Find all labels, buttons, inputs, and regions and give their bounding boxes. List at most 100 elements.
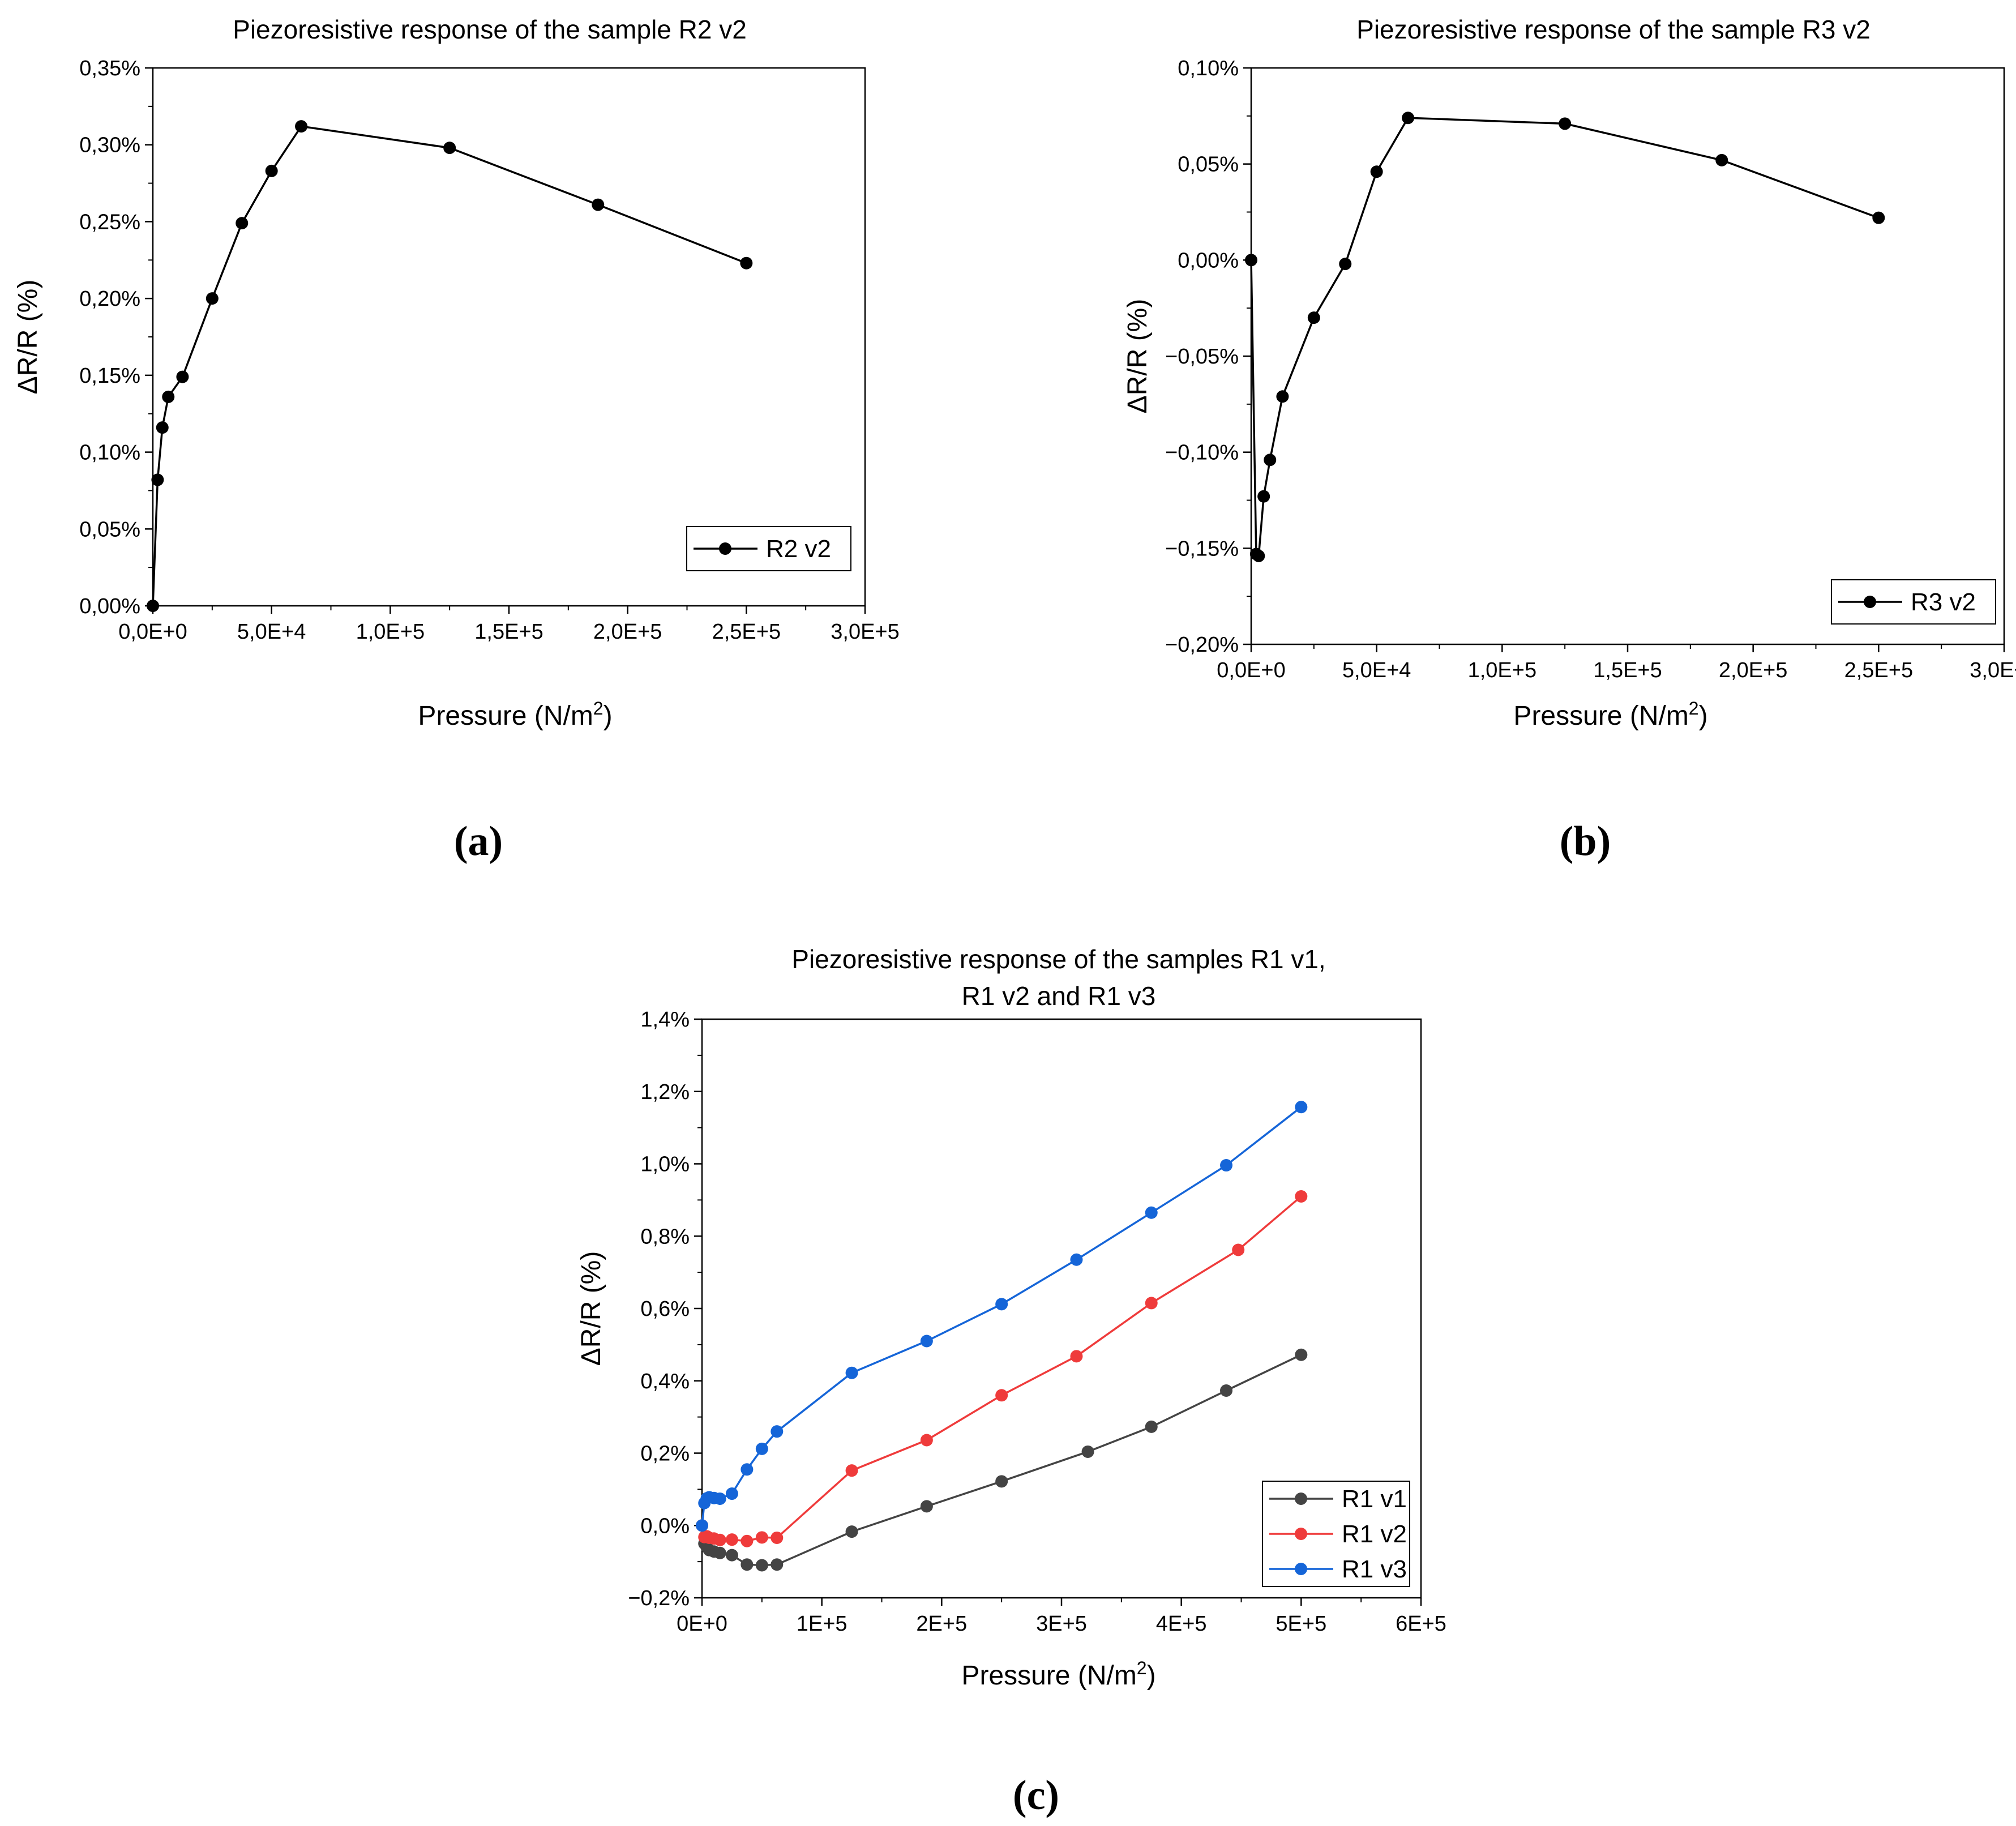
x-axis-label-main: Pressure (N/m [418, 701, 593, 731]
x-tick-label: 3E+5 [1036, 1612, 1087, 1636]
x-tick-label: 0,0E+0 [1217, 658, 1286, 682]
data-point [1370, 165, 1383, 178]
data-point [725, 1549, 738, 1562]
series-r1-v1 [696, 1348, 1308, 1572]
x-axis-label-end: ) [1699, 701, 1708, 731]
series-line [701, 1354, 1302, 1567]
x-tick-label: 0,0E+0 [118, 620, 187, 644]
data-point [1295, 1101, 1308, 1114]
legend-label: R3 v2 [1911, 588, 1976, 616]
legend: R3 v2 [1831, 579, 1996, 625]
x-axis-label-sup: 2 [1689, 698, 1699, 719]
data-point [1145, 1206, 1158, 1219]
data-point [845, 1366, 858, 1379]
y-tick-label: −0,15% [1165, 537, 1239, 561]
data-point [162, 390, 175, 403]
y-tick-label: 1,0% [640, 1153, 690, 1177]
y-tick-label: 0,15% [79, 364, 140, 388]
data-point [995, 1475, 1008, 1488]
chart-panel-a: Piezoresistive response of the sample R2… [13, 15, 900, 865]
data-point [995, 1298, 1008, 1311]
data-point [236, 217, 249, 230]
y-tick-label: 0,2% [640, 1442, 690, 1466]
chart-panel-b: Piezoresistive response of the sample R3… [1123, 15, 2016, 865]
x-axis-label: Pressure (N/m2) [961, 1658, 1155, 1691]
y-tick-label: 0,05% [1178, 153, 1239, 177]
plot-frame [152, 67, 866, 607]
data-point [295, 120, 308, 133]
legend: R1 v1 R1 v2 R1 v3 [1262, 1481, 1410, 1587]
data-point [1295, 1190, 1308, 1203]
x-tick-label: 1,5E+5 [474, 620, 543, 644]
y-tick-label: 0,25% [79, 210, 140, 234]
data-point [713, 1533, 726, 1546]
series-line [1250, 117, 1879, 558]
data-point [1070, 1350, 1083, 1363]
data-point [1402, 112, 1415, 125]
data-point [755, 1559, 768, 1572]
x-tick-label: 3,0E+5 [831, 620, 900, 644]
data-point [920, 1335, 933, 1348]
x-axis-label-main: Pressure (N/m [1513, 701, 1688, 731]
data-point [845, 1525, 858, 1538]
series-line [701, 1106, 1302, 1526]
y-tick-label: −0,20% [1165, 633, 1239, 657]
y-axis-label: ΔR/R (%) [1123, 299, 1153, 414]
x-tick-label: 2,0E+5 [593, 620, 662, 644]
panel-caption: (a) [454, 818, 503, 865]
data-point [995, 1389, 1008, 1402]
data-point [265, 164, 278, 177]
chart-panel-c: Piezoresistive response of the samples R… [576, 944, 1446, 1819]
series-r1-v3 [696, 1101, 1308, 1532]
y-tick-label: −0,2% [628, 1586, 690, 1610]
x-axis-label-sup: 2 [1137, 1658, 1147, 1678]
chart-title: Piezoresistive response of the sample R3… [1356, 15, 1871, 44]
y-tick-label: 0,20% [79, 287, 140, 311]
panel-caption: (c) [1013, 1772, 1059, 1819]
data-point [1220, 1384, 1233, 1397]
data-point [151, 473, 164, 486]
y-tick-label: 0,35% [79, 57, 140, 80]
data-point [1245, 254, 1257, 267]
data-point [1220, 1159, 1233, 1172]
x-tick-label: 1,5E+5 [1593, 658, 1662, 682]
y-tick-label: 1,4% [640, 1008, 690, 1032]
data-point [755, 1442, 768, 1455]
legend-label: R1 v3 [1342, 1555, 1407, 1583]
legend-marker [1295, 1528, 1307, 1540]
y-tick-label: 0,00% [1178, 249, 1239, 272]
data-point [176, 370, 189, 383]
data-point [206, 292, 219, 305]
legend-label: R1 v2 [1342, 1520, 1407, 1548]
plot-frame [1250, 67, 2005, 645]
data-point [920, 1434, 933, 1447]
data-point [740, 256, 753, 270]
x-tick-label: 2,5E+5 [712, 620, 781, 644]
series-line [701, 1195, 1302, 1542]
data-point [725, 1533, 738, 1546]
y-axis-label: ΔR/R (%) [13, 280, 43, 395]
data-point [147, 600, 159, 612]
legend-marker [1295, 1493, 1307, 1505]
series-r3-v2 [1245, 112, 1885, 562]
y-tick-label: 0,10% [79, 441, 140, 465]
x-tick-label: 0E+0 [677, 1612, 727, 1636]
data-point [713, 1492, 726, 1505]
data-point [1559, 117, 1572, 130]
chart-title: Piezoresistive response of the sample R2… [233, 15, 747, 44]
y-tick-label: −0,10% [1165, 441, 1239, 465]
x-tick-label: 5,0E+4 [237, 620, 306, 644]
data-point [741, 1463, 754, 1476]
data-point [771, 1531, 784, 1544]
panel-caption: (b) [1560, 818, 1611, 865]
data-point [156, 421, 169, 434]
x-tick-label: 5,0E+4 [1342, 658, 1411, 682]
y-tick-label: 0,6% [640, 1297, 690, 1321]
x-axis-label-end: ) [603, 701, 613, 731]
chart-title-line2: R1 v2 and R1 v3 [962, 981, 1156, 1011]
data-point [1145, 1420, 1158, 1433]
series-r2-v2 [147, 120, 753, 612]
x-axis-label-end: ) [1147, 1661, 1156, 1691]
data-point [771, 1558, 784, 1571]
